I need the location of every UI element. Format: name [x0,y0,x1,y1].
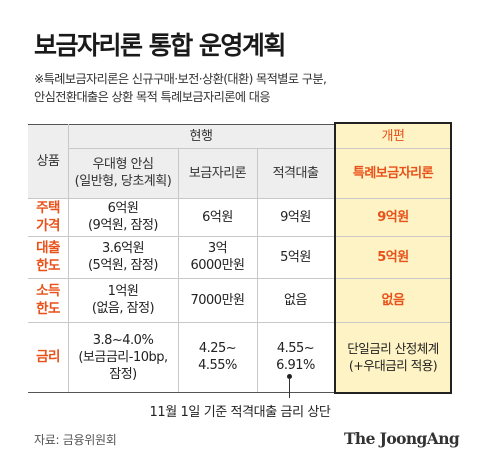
cell-line: 1억원 [107,284,139,299]
divider [336,322,450,323]
col-label-line: 우대형 안심 [92,157,154,172]
table-cell: 5억원 [280,249,311,265]
note-line-1: ※특례보금자리론은 신규구매·보전·상환(대환) 목적별로 구분, [34,72,327,86]
page-title: 보금자리론 통합 운영계획 [34,31,286,60]
annotation-leader-line [289,378,290,398]
table-cell: 9억원 [280,209,311,225]
divider [28,236,334,237]
row-label-income-limit: 소득 한도 [28,278,68,322]
annotation-dot [287,374,292,379]
cell-line: 6.91% [276,358,315,373]
divider [257,148,258,392]
divider [336,198,450,199]
reform-cell: 9억원 [377,209,409,225]
cell-line: 4.55% [198,358,237,373]
cell-line: 4.55~ [276,341,315,356]
row-label-line: 한도 [36,301,60,317]
table-cell: 3.8~4.0% (보금금리-10bp, 잠정) [68,322,178,392]
divider [336,236,450,237]
row-label-line: 한도 [36,258,60,274]
cell-line: (+우대금리 적용) [348,358,438,373]
col-label-line: (일반형, 당초계획) [74,174,172,189]
header-col-bogeumjari: 보금자리론 [188,165,247,181]
reform-cell: 단일금리 산정체계 (+우대금리 적용) [336,322,450,392]
table-cell: 6억원 (9억원, 잠정) [68,198,178,236]
reform-column [334,122,452,394]
row-label-loan-limit: 대출 한도 [28,236,68,278]
table-top-rule [28,124,334,125]
table-cell: 3.6억원 (5억원, 잠정) [68,236,178,278]
table-cell: 없음 [284,292,307,308]
divider [28,278,334,279]
divider [68,148,334,149]
cell-line: 단일금리 산정체계 [347,341,439,356]
divider [28,322,334,323]
cell-line: 6000만원 [190,258,245,273]
divider [178,148,179,392]
row-label-line: 주택 [36,200,60,216]
cell-line: (5억원, 잠정) [87,258,159,273]
header-current: 현행 [189,128,213,144]
row-label-interest-rate: 금리 [36,349,60,365]
table-cell: 1억원 (없음, 잠정) [68,278,178,322]
reform-cell: 5억원 [377,249,409,265]
cell-line: (보금금리-10bp, [78,349,168,365]
row-label-line: 가격 [36,218,60,234]
annotation-caption: 11월 1일 기준 적격대출 금리 상단 [149,405,331,420]
cell-line: (9억원, 잠정) [87,218,159,233]
cell-line: 3.6억원 [101,241,145,256]
divider [336,148,450,149]
divider [68,124,69,392]
header-shade [28,124,334,198]
cell-line: 6억원 [107,201,139,216]
table-cell: 6억원 [202,209,233,225]
row-label-house-price: 주택 가격 [28,198,68,236]
cell-line: 4.25~ [198,341,237,356]
header-col-safe-loan: 우대형 안심 (일반형, 당초계획) [68,148,178,198]
cell-line: 3.8~4.0% [92,332,154,348]
publisher-logo: The JoongAng [344,429,460,448]
row-label-line: 소득 [36,283,60,299]
row-label-line: 대출 [36,240,60,256]
cell-line: 잠정) [109,366,137,382]
table-cell: 4.55~ 6.91% [257,322,334,392]
header-col-qualified-loan: 적격대출 [272,165,319,181]
table-cell: 7000만원 [190,292,245,308]
header-category: 상품 [36,153,60,169]
cell-line: (없음, 잠정) [91,301,155,316]
note-line-2: 안심전환대출은 상환 목적 특례보금자리론에 대응 [34,90,271,104]
cell-line: 3억 [207,241,228,256]
reform-cell: 없음 [381,292,405,308]
divider [28,198,334,199]
divider [336,278,450,279]
footnote-text: ※특례보금자리론은 신규구매·보전·상환(대환) 목적별로 구분, 안심전환대출… [34,70,474,106]
table-bottom-rule [28,392,334,393]
header-col-special-bogeumjari: 특례보금자리론 [352,165,434,181]
source-credit: 자료: 금융위원회 [34,433,117,447]
header-reform: 개편 [381,128,405,144]
table-cell: 3억 6000만원 [178,236,257,278]
table-cell: 4.25~ 4.55% [178,322,257,392]
